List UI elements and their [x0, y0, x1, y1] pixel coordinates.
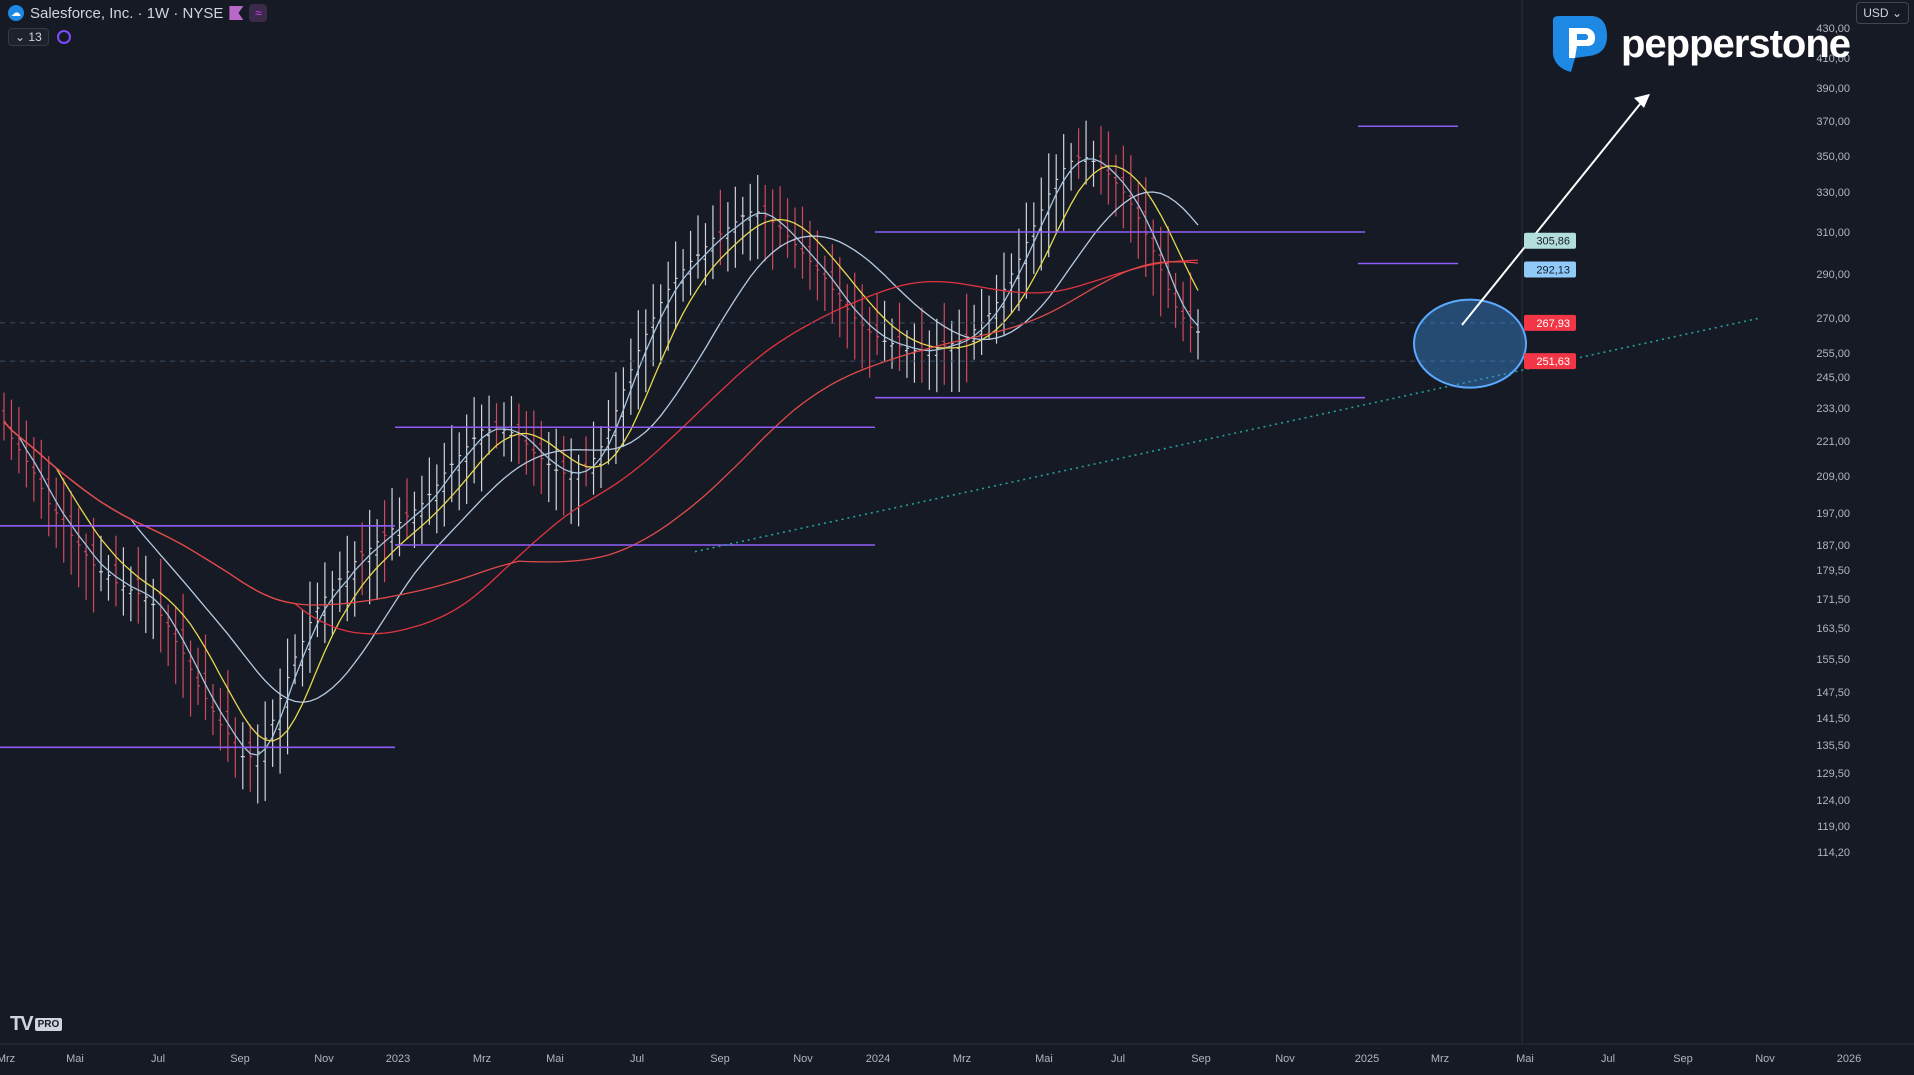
- price-tick-label: 147,50: [1816, 687, 1850, 699]
- time-tick-label: Nov: [1275, 1053, 1295, 1065]
- price-tick-label: 221,00: [1816, 436, 1850, 448]
- time-tick-label: 2025: [1355, 1053, 1379, 1065]
- price-tick-label: 124,00: [1816, 795, 1850, 807]
- time-tick-label: Mai: [546, 1053, 564, 1065]
- price-tag-bg[interactable]: [1524, 261, 1576, 278]
- time-tick-label: Nov: [314, 1053, 334, 1065]
- time-tick-label: 2023: [386, 1053, 410, 1065]
- ema-mid-line: [3, 165, 1199, 742]
- price-tick-label: 155,50: [1816, 654, 1850, 666]
- time-tick-label: Sep: [710, 1053, 730, 1065]
- sma-longer-line: [3, 261, 1199, 606]
- time-tick-label: Mai: [1516, 1053, 1534, 1065]
- indicator-row[interactable]: ⌄ 13: [8, 28, 71, 46]
- time-tick-label: Mrz: [473, 1053, 491, 1065]
- salesforce-logo-icon: ☁: [8, 5, 24, 21]
- projection-arrow-head: [1634, 93, 1650, 108]
- time-tick-label: Mrz: [953, 1053, 971, 1065]
- price-tick-label: 187,00: [1816, 540, 1850, 552]
- price-tag-label: 292,13: [1536, 265, 1570, 277]
- time-tick-label: Sep: [1673, 1053, 1693, 1065]
- indicator-count: 13: [28, 30, 42, 44]
- time-tick-label: Jul: [151, 1053, 165, 1065]
- currency-selector[interactable]: USD ⌄: [1856, 2, 1909, 24]
- price-tick-label: 119,00: [1817, 821, 1850, 833]
- pepperstone-logo: pepperstone: [1547, 14, 1851, 74]
- price-tick-label: 390,00: [1816, 83, 1850, 95]
- time-tick-label: Sep: [1191, 1053, 1211, 1065]
- time-tick-label: Mrz: [0, 1053, 15, 1065]
- trendline[interactable]: [694, 317, 1761, 553]
- price-tag-label: 305,86: [1536, 236, 1570, 248]
- ema-fast-line: [3, 158, 1199, 756]
- price-tick-label: 197,00: [1816, 508, 1850, 520]
- price-tag-label: 267,93: [1536, 318, 1570, 330]
- tradingview-logo: TV PRO: [10, 1013, 63, 1036]
- price-tick-label: 171,50: [1816, 594, 1850, 606]
- price-tick-label: 290,00: [1816, 269, 1850, 281]
- price-tick-label: 310,00: [1816, 227, 1850, 239]
- price-tag-label: 251,63: [1536, 356, 1570, 368]
- time-tick-label: Mrz: [1431, 1053, 1449, 1065]
- price-tick-label: 410,00: [1816, 53, 1850, 65]
- price-tick-label: 255,00: [1816, 348, 1850, 360]
- time-tick-label: Jul: [1111, 1053, 1125, 1065]
- price-tick-label: 163,50: [1816, 623, 1850, 635]
- time-tick-label: Jul: [1601, 1053, 1615, 1065]
- highlight-ellipse[interactable]: [1413, 298, 1527, 389]
- price-tick-label: 179,50: [1816, 565, 1850, 577]
- projection-arrow-line[interactable]: [1461, 97, 1646, 326]
- pro-badge: PRO: [34, 1018, 63, 1031]
- indicator-settings-icon[interactable]: [56, 30, 71, 44]
- price-tick-label: 270,00: [1816, 313, 1850, 325]
- time-tick-label: Nov: [793, 1053, 813, 1065]
- price-tag-bg[interactable]: [1524, 232, 1576, 249]
- symbol-legend[interactable]: ☁ Salesforce, Inc. · 1W · NYSE ≈: [8, 4, 268, 22]
- price-tick-label: 330,00: [1816, 187, 1850, 199]
- price-tick-label: 135,50: [1816, 740, 1850, 752]
- time-tick-label: Sep: [230, 1053, 250, 1065]
- time-tick-label: Nov: [1755, 1053, 1775, 1065]
- tradingview-mark: TV: [10, 1013, 34, 1035]
- time-tick-label: 2024: [866, 1053, 890, 1065]
- price-tick-label: 350,00: [1816, 151, 1850, 163]
- time-tick-label: 2026: [1837, 1053, 1861, 1065]
- time-tick-label: Jul: [630, 1053, 644, 1065]
- price-tick-label: 430,00: [1816, 23, 1850, 35]
- price-tick-label: 141,50: [1816, 713, 1850, 725]
- price-tag-bg[interactable]: [1524, 314, 1576, 331]
- price-tick-label: 209,00: [1816, 471, 1850, 483]
- price-tick-label: 114,20: [1817, 847, 1850, 859]
- price-tick-label: 233,00: [1816, 403, 1850, 415]
- flag-icon[interactable]: [229, 6, 244, 20]
- ema-slow-line: [3, 191, 1199, 704]
- indicators-collapse-button[interactable]: ⌄ 13: [8, 28, 49, 46]
- price-tick-label: 370,00: [1816, 116, 1850, 128]
- indicator-wave-icon[interactable]: ≈: [249, 4, 268, 22]
- price-tick-label: 245,00: [1816, 372, 1850, 384]
- currency-label: USD: [1863, 6, 1889, 20]
- pepperstone-wordmark: pepperstone: [1621, 21, 1851, 66]
- pepperstone-mark-icon: [1553, 16, 1607, 72]
- time-tick-label: Mai: [1035, 1053, 1053, 1065]
- price-tag-bg[interactable]: [1524, 353, 1576, 370]
- price-tick-label: 129,50: [1816, 768, 1850, 780]
- time-tick-label: Mai: [66, 1053, 84, 1065]
- symbol-title: Salesforce, Inc. · 1W · NYSE: [30, 4, 224, 22]
